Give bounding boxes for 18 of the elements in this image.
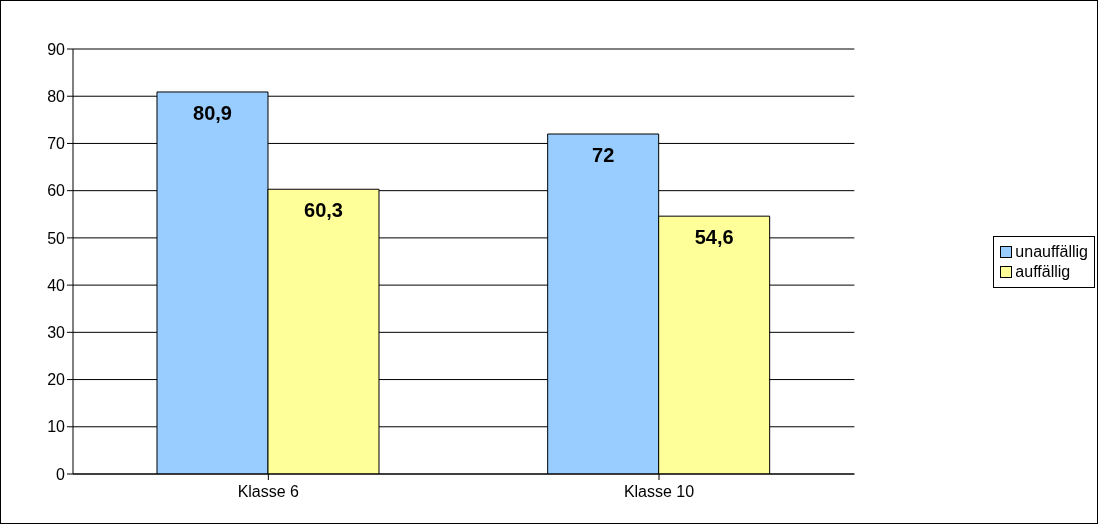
y-tick-label: 10 xyxy=(47,418,66,436)
y-tick-label: 50 xyxy=(47,229,66,247)
y-tick-label: 40 xyxy=(47,276,66,294)
y-tick-label: 90 xyxy=(47,40,66,58)
y-tick-label: 60 xyxy=(47,182,66,200)
data-label: 60,3 xyxy=(304,199,343,222)
data-label: 80,9 xyxy=(193,101,232,124)
x-tick-label: Klasse 6 xyxy=(237,483,300,501)
legend-label: auffällig xyxy=(1015,263,1071,281)
x-tick-label: Klasse 10 xyxy=(623,483,695,501)
y-tick-label: 70 xyxy=(47,135,66,153)
y-tick-label: 30 xyxy=(47,324,66,342)
data-label: 54,6 xyxy=(694,226,734,249)
y-tick-label: 20 xyxy=(47,371,66,389)
data-label: 72 xyxy=(592,144,615,166)
legend-label: unauffällig xyxy=(1015,243,1088,261)
y-tick-label: 0 xyxy=(56,465,66,483)
y-tick-label: 80 xyxy=(47,87,66,105)
